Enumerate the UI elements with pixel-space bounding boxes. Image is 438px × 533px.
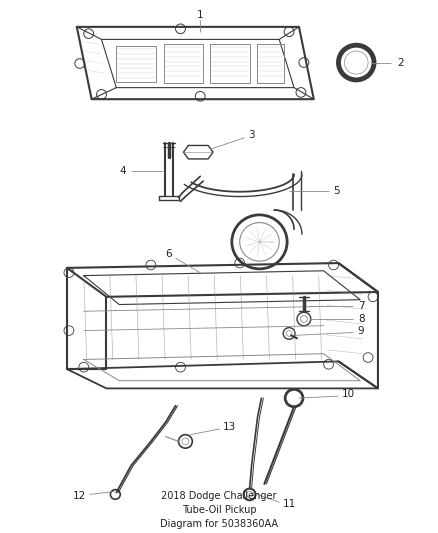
Text: 6: 6	[165, 249, 172, 260]
Text: 12: 12	[73, 491, 86, 502]
Text: 9: 9	[358, 326, 364, 336]
Text: 5: 5	[333, 186, 340, 196]
Text: 8: 8	[358, 314, 364, 324]
Text: 2018 Dodge Challenger
Tube-Oil Pickup
Diagram for 5038360AA: 2018 Dodge Challenger Tube-Oil Pickup Di…	[160, 491, 278, 529]
Text: 3: 3	[248, 130, 255, 140]
Text: 7: 7	[358, 302, 364, 311]
Text: 13: 13	[223, 422, 237, 432]
Text: 2: 2	[397, 58, 404, 68]
Text: 4: 4	[120, 166, 127, 176]
Text: 11: 11	[283, 499, 296, 509]
Text: 10: 10	[342, 389, 355, 399]
Text: 1: 1	[197, 10, 204, 20]
